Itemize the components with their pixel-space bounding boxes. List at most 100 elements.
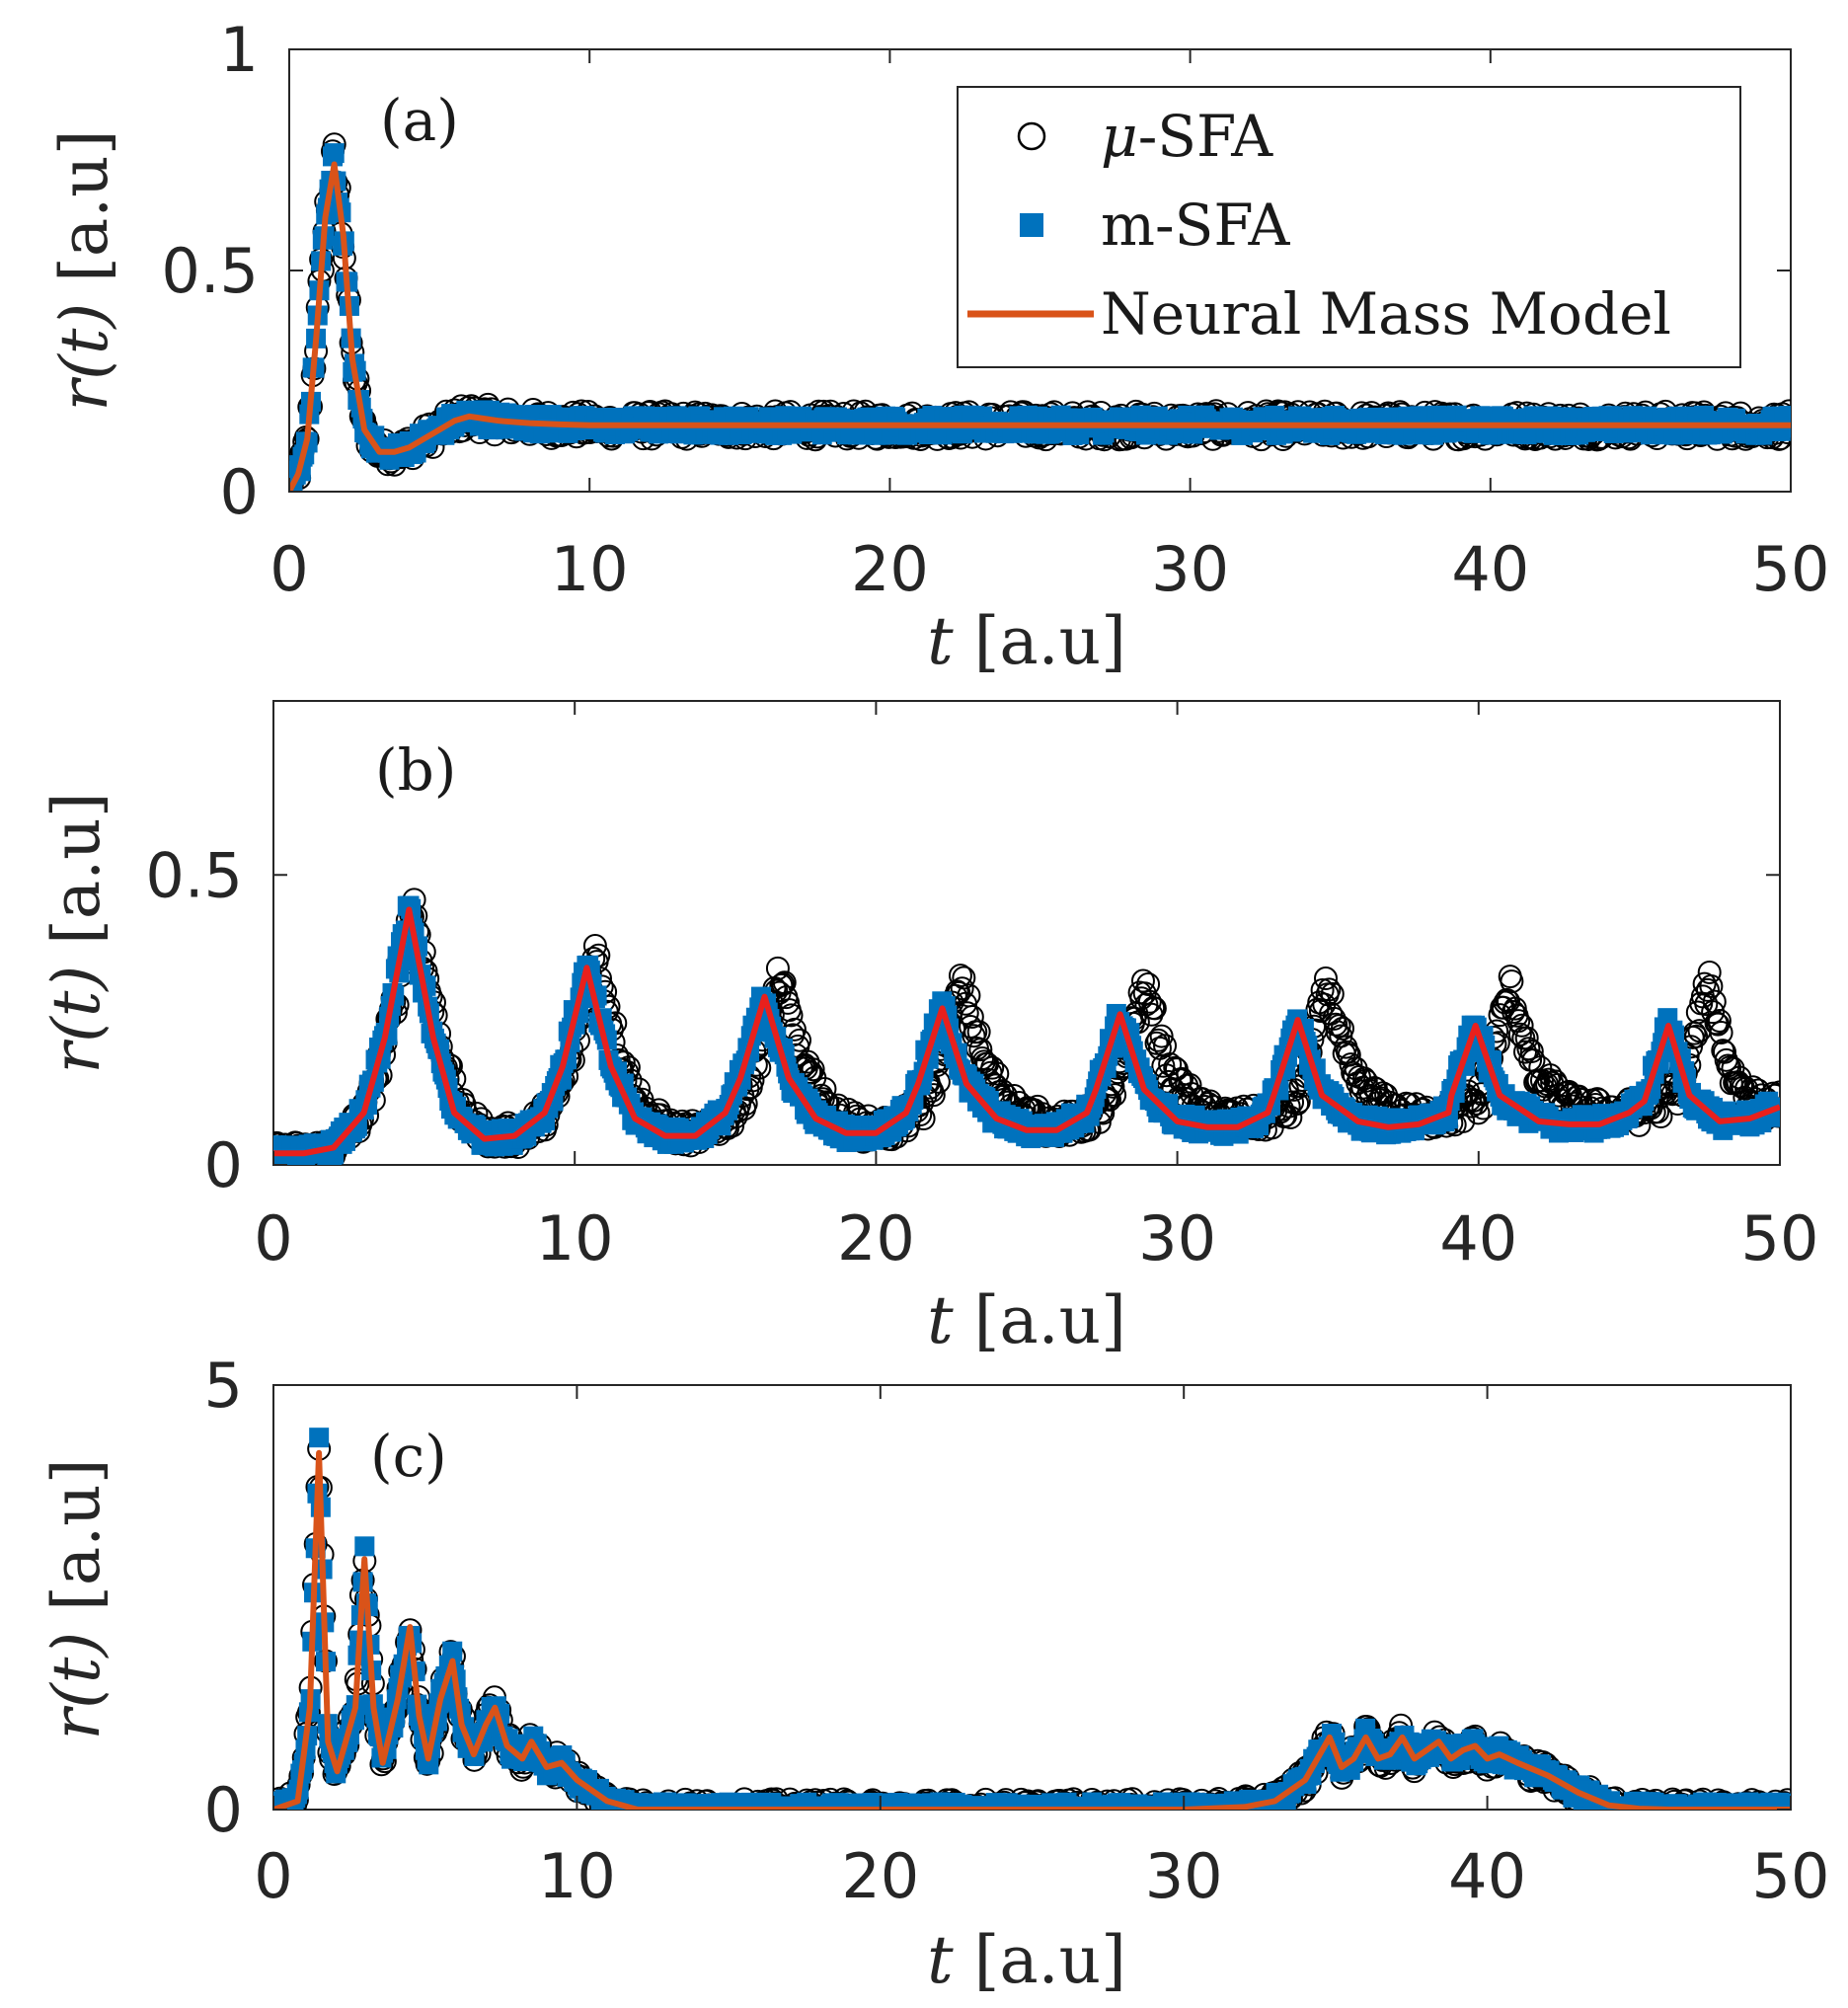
mu-sfa-point (798, 1807, 812, 1810)
x-axis-label-b: t [a.u] (927, 1282, 1126, 1358)
ticks-b: 0 10 20 30 40 50 0 0.5 (145, 701, 1818, 1274)
mu-sfa-point (969, 1808, 981, 1810)
mu-sfa-point (1109, 1807, 1123, 1810)
mu-sfa-point (1317, 977, 1342, 1002)
x-tick-label-b-3: 30 (1138, 1202, 1216, 1274)
mu-sfa-point (1709, 1020, 1733, 1044)
mu-sfa-point (1153, 1034, 1178, 1058)
mu-sfa-point (871, 1808, 885, 1810)
mu-sfa-point (806, 1808, 818, 1810)
m-sfa-point (1781, 410, 1791, 430)
x-tick-label-b-2: 20 (837, 1202, 915, 1274)
mu-sfa-point (771, 971, 796, 996)
mu-sfa-point (1684, 1024, 1709, 1048)
mu-sfa-point (1197, 1807, 1212, 1810)
mu-sfa-point (1509, 1013, 1534, 1038)
mu-sfa-point (1722, 1806, 1738, 1810)
data-layer-c (273, 1428, 1791, 1810)
mu-sfa-point (1697, 960, 1722, 984)
mu-sfa-point (1497, 989, 1521, 1014)
mu-sfa-point (1647, 1807, 1661, 1810)
mu-sfa-point (801, 1057, 825, 1082)
mu-sfa-point (1500, 969, 1524, 994)
mu-sfa-point (814, 1808, 826, 1810)
mu-sfa-point (960, 1808, 971, 1810)
legend-label-neural-mass: Neural Mass Model (1101, 280, 1671, 348)
y-tick-label-b-0: 0 (204, 1129, 243, 1201)
mu-sfa-point (970, 1806, 987, 1810)
y-tick-label-a-1: 0.5 (161, 235, 259, 307)
legend-marker-m-sfa (1020, 213, 1043, 237)
y-tick-label-a-2: 1 (220, 14, 259, 86)
mu-sfa-point (818, 1807, 832, 1810)
y-label-var-b: r(t) (38, 965, 115, 1074)
x-label-unit-a: [a.u] (974, 603, 1126, 679)
x-tick-label-b-0: 0 (254, 1202, 292, 1274)
legend-box (957, 86, 1741, 368)
mu-sfa-point (1689, 1807, 1703, 1810)
x-tick-label-a-4: 40 (1451, 533, 1529, 605)
x-tick-label-b-4: 40 (1439, 1202, 1517, 1274)
mu-sfa-point (948, 964, 972, 988)
x-label-var-b: t (927, 1282, 954, 1358)
x-label-unit-b: [a.u] (974, 1282, 1126, 1358)
mu-sfa-point (1078, 1808, 1092, 1810)
mu-sfa-point (795, 1807, 808, 1810)
x-tick-label-a-5: 50 (1752, 533, 1830, 605)
mu-sfa-point (850, 1807, 865, 1810)
x-tick-label-a-1: 10 (551, 533, 629, 605)
legend-label-m-sfa: m-SFA (1101, 192, 1291, 259)
legend: μ-SFA m-SFA Neural Mass Model (957, 86, 1741, 368)
series-neural-mass-model-a (289, 161, 1791, 492)
mu-sfa-point (1720, 1807, 1736, 1810)
x-tick-label-a-2: 20 (851, 533, 929, 605)
mu-sfa-point (1507, 1022, 1532, 1046)
mu-sfa-point (794, 1808, 807, 1810)
mu-sfa-point (971, 1049, 996, 1074)
x-tick-label-b-1: 10 (536, 1202, 614, 1274)
y-label-unit-a: [a.u] (46, 130, 122, 282)
panel-label-a: (a) (380, 87, 459, 154)
x-tick-label-b-5: 50 (1741, 1202, 1819, 1274)
data-layer-b (273, 888, 1780, 1165)
series-neural-mass-model-b (273, 906, 1780, 1157)
mu-sfa-point (968, 1038, 993, 1062)
x-tick-label-a-3: 30 (1151, 533, 1229, 605)
mu-sfa-point (1041, 1808, 1054, 1810)
mu-sfa-point (985, 1061, 1010, 1086)
y-axis-label-a: r(t) [a.u] (46, 130, 122, 412)
y-label-var-a: r(t) (46, 303, 122, 412)
mu-sfa-point (1137, 989, 1162, 1014)
mu-sfa-point (1699, 974, 1724, 999)
mu-sfa-point (651, 1807, 666, 1810)
mu-sfa-point (718, 1807, 733, 1810)
mu-sfa-point (765, 956, 790, 980)
mu-sfa-point (952, 965, 976, 990)
m-sfa-point (324, 143, 345, 164)
mu-sfa-point (1126, 1807, 1142, 1810)
mu-sfa-point (1711, 1039, 1735, 1063)
panel-label-b: (b) (375, 736, 456, 804)
mu-sfa-point (1011, 1807, 1028, 1810)
mu-sfa-point (1667, 1806, 1684, 1810)
m-sfa-point (419, 1754, 439, 1775)
mu-sfa-point (994, 1808, 1008, 1810)
mu-sfa-point (1063, 1808, 1077, 1810)
mu-sfa-point (1313, 966, 1338, 991)
y-tick-label-b-1: 0.5 (145, 839, 243, 911)
mu-sfa-point (1656, 1807, 1671, 1810)
mu-sfa-point (1146, 1028, 1171, 1052)
mu-sfa-point (1114, 1808, 1127, 1810)
mu-sfa-point (1153, 1807, 1170, 1810)
mu-sfa-point (966, 1020, 991, 1044)
mu-sfa-point (799, 1060, 823, 1085)
mu-sfa-point (654, 1807, 669, 1810)
mu-sfa-point (1707, 1008, 1732, 1033)
y-tick-label-a-0: 0 (220, 456, 259, 528)
mu-sfa-point (769, 972, 794, 997)
mu-sfa-point (1519, 1039, 1544, 1063)
mu-sfa-point (1330, 1016, 1354, 1041)
mu-sfa-point (1701, 1000, 1726, 1025)
mu-sfa-point (1285, 1092, 1310, 1117)
mu-sfa-point (1278, 1105, 1303, 1129)
